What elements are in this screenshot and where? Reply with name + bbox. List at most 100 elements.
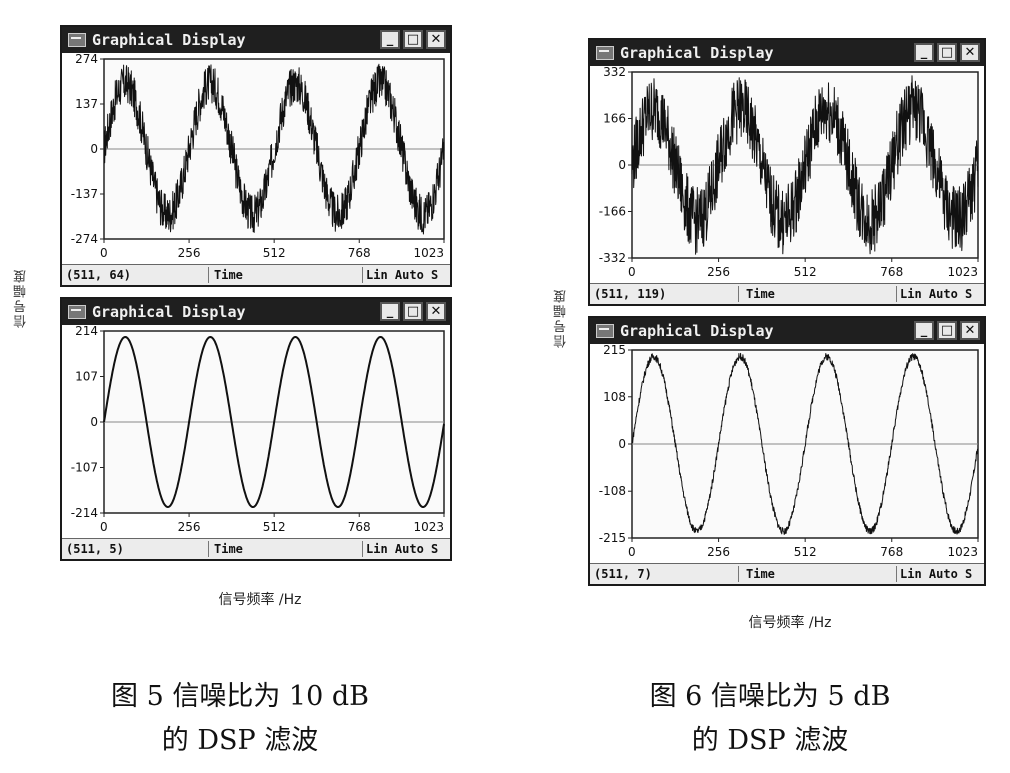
y-tick-label: -108: [599, 484, 626, 498]
x-tick-label: 1023: [947, 265, 978, 279]
x-axis-name: Time: [746, 567, 775, 581]
status-bar: (511, 5) Time Lin Auto S: [62, 538, 450, 559]
plot-area: 215 108 0 -108 -215 0 256 512 768 1023: [590, 343, 984, 564]
caption-line-1: 图 5 信噪比为 10 dB: [111, 681, 369, 712]
y-tick-label: 214: [75, 325, 98, 338]
minimize-button[interactable]: _: [380, 30, 400, 49]
graph-window-top: Graphical Display _ □ ✕ 274 137 0 -137 -274 0…: [60, 25, 452, 287]
x-tick-label: 256: [707, 545, 730, 559]
close-button[interactable]: ✕: [426, 302, 446, 321]
signal-trace: [103, 336, 445, 508]
caption-line-2: 的 DSP 滤波: [161, 725, 319, 756]
x-tick-label: 256: [178, 246, 201, 260]
app-icon: [596, 46, 614, 60]
close-button[interactable]: ✕: [426, 30, 446, 49]
y-tick-label: 166: [603, 112, 626, 126]
window-title: Graphical Display: [92, 303, 246, 321]
scale-mode[interactable]: Lin Auto S: [900, 287, 973, 301]
x-tick-label: 0: [100, 246, 108, 260]
title-bar: Graphical Display _ □ ✕: [590, 40, 984, 66]
x-tick-label: 0: [628, 545, 636, 559]
y-tick-label: 108: [603, 390, 626, 404]
plot-area: 274 137 0 -137 -274 0 256 512 768 1023: [62, 52, 450, 265]
y-tick-label: 107: [75, 370, 98, 384]
maximize-button[interactable]: □: [403, 302, 423, 321]
x-axis-label: 信号频率 /Hz: [748, 615, 832, 631]
status-bar: (511, 119) Time Lin Auto S: [590, 283, 984, 304]
y-tick-label: -215: [599, 531, 626, 545]
x-axis-name: Time: [214, 542, 243, 556]
figure-caption: 图 6 信噪比为 5 dB 的 DSP 滤波: [550, 675, 990, 763]
figure-caption: 图 5 信噪比为 10 dB 的 DSP 滤波: [20, 675, 460, 763]
y-tick-label: 0: [90, 415, 98, 429]
x-tick-label: 0: [100, 520, 108, 534]
y-tick-label: -137: [71, 187, 98, 201]
title-bar: Graphical Display _ □ ✕: [62, 27, 450, 53]
y-tick-label: 0: [90, 142, 98, 156]
cursor-coords: (511, 119): [594, 287, 667, 301]
caption-line-2: 的 DSP 滤波: [691, 725, 849, 756]
x-tick-label: 768: [880, 265, 903, 279]
x-tick-label: 1023: [413, 520, 444, 534]
y-tick-label: 0: [618, 158, 626, 172]
scale-mode[interactable]: Lin Auto S: [900, 567, 973, 581]
figure-5: 信号幅度 Graphical Display _ □ ✕ 274 137 0 -137…: [0, 0, 470, 773]
caption-line-1: 图 6 信噪比为 5 dB: [649, 681, 891, 712]
x-tick-label: 512: [794, 545, 817, 559]
y-tick-label: 137: [75, 97, 98, 111]
minimize-button[interactable]: _: [914, 43, 934, 62]
maximize-button[interactable]: □: [937, 321, 957, 340]
x-tick-label: 0: [628, 265, 636, 279]
app-icon: [68, 33, 86, 47]
y-tick-label: 274: [75, 53, 98, 66]
y-tick-label: -214: [71, 506, 98, 520]
figure-6: 信号幅度 Graphical Display _ □ ✕ 332 166 0 -166…: [540, 0, 1010, 773]
x-tick-label: 1023: [413, 246, 444, 260]
x-tick-label: 256: [707, 265, 730, 279]
graph-window-bottom: Graphical Display _ □ ✕ 215 108 0 -108 -215 0…: [588, 316, 986, 586]
signal-trace: [631, 352, 979, 535]
title-bar: Graphical Display _ □ ✕: [590, 318, 984, 344]
x-tick-label: 768: [880, 545, 903, 559]
y-tick-label: 215: [603, 344, 626, 357]
app-icon: [68, 305, 86, 319]
signal-trace: [103, 63, 445, 235]
scale-mode[interactable]: Lin Auto S: [366, 268, 439, 282]
y-tick-label: -274: [71, 232, 98, 246]
cursor-coords: (511, 64): [66, 268, 132, 282]
y-tick-label: 332: [603, 66, 626, 79]
status-bar: (511, 7) Time Lin Auto S: [590, 563, 984, 584]
app-icon: [596, 324, 614, 338]
maximize-button[interactable]: □: [403, 30, 423, 49]
x-axis-name: Time: [746, 287, 775, 301]
y-tick-label: -107: [71, 461, 98, 475]
x-tick-label: 512: [263, 520, 286, 534]
window-title: Graphical Display: [620, 322, 774, 340]
x-tick-label: 768: [348, 246, 371, 260]
minimize-button[interactable]: _: [914, 321, 934, 340]
scale-mode[interactable]: Lin Auto S: [366, 542, 439, 556]
x-tick-label: 512: [263, 246, 286, 260]
title-bar: Graphical Display _ □ ✕: [62, 299, 450, 325]
y-tick-label: -166: [599, 205, 626, 219]
plot-area: 214 107 0 -107 -214 0 256 512 768 1023: [62, 324, 450, 539]
y-axis-label: 信号幅度: [554, 288, 569, 348]
cursor-coords: (511, 7): [594, 567, 652, 581]
window-title: Graphical Display: [92, 31, 246, 49]
y-axis-label: 信号幅度: [14, 268, 29, 328]
close-button[interactable]: ✕: [960, 321, 980, 340]
x-tick-label: 1023: [947, 545, 978, 559]
maximize-button[interactable]: □: [937, 43, 957, 62]
x-axis-name: Time: [214, 268, 243, 282]
y-tick-label: -332: [599, 251, 626, 265]
minimize-button[interactable]: _: [380, 302, 400, 321]
y-tick-label: 0: [618, 437, 626, 451]
close-button[interactable]: ✕: [960, 43, 980, 62]
signal-trace: [631, 75, 979, 255]
x-tick-label: 256: [178, 520, 201, 534]
x-tick-label: 512: [794, 265, 817, 279]
